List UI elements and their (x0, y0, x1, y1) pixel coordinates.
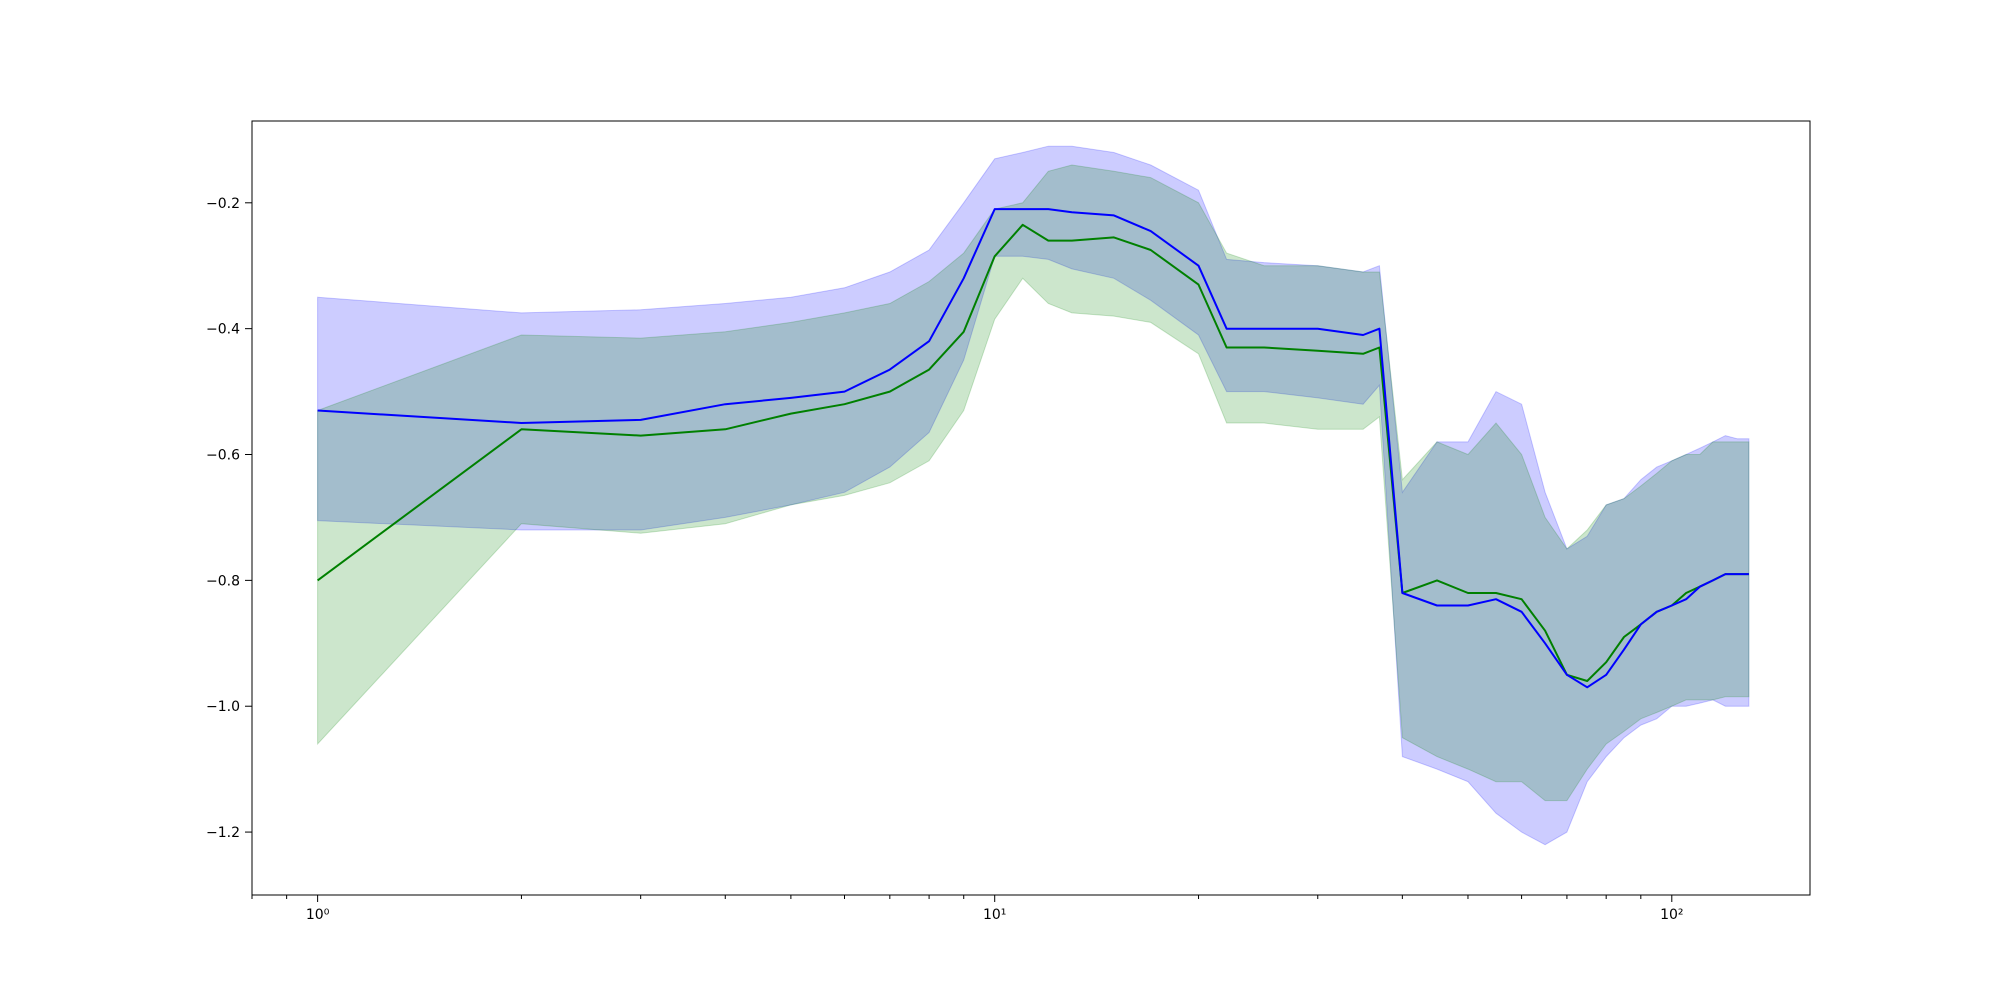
series-0-line (317, 208, 1749, 689)
x-tick-label: 10² (1660, 907, 1683, 923)
y-tick-label: −0.6 (206, 448, 240, 464)
y-tick-label: −1.2 (206, 825, 240, 841)
y-axis: −0.2 −0.4 −0.6 −0.8 −1.0 −1.2 (206, 196, 252, 841)
y-tick-label: −0.2 (206, 196, 240, 212)
series-0-band (317, 145, 1750, 846)
x-tick-label: 10¹ (983, 907, 1006, 923)
series-1-band (317, 164, 1750, 802)
plot-area (317, 145, 1750, 846)
x-axis: 10⁰ 10¹ 10² (251, 895, 1684, 923)
y-tick-label: −0.4 (206, 322, 240, 338)
y-tick-label: −0.8 (206, 573, 240, 589)
y-tick-label: −1.0 (206, 699, 240, 715)
x-tick-label: 10⁰ (306, 907, 330, 923)
axes-frame (251, 120, 1811, 896)
